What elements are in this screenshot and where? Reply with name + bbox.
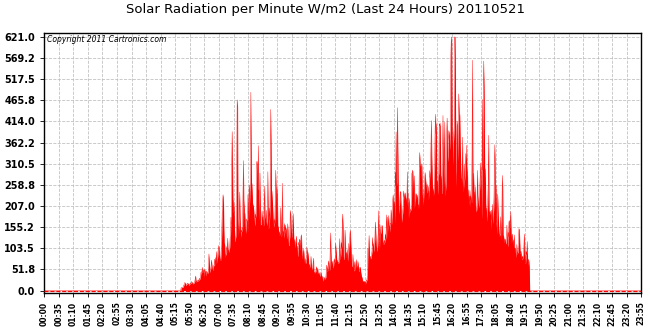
Text: Copyright 2011 Cartronics.com: Copyright 2011 Cartronics.com: [47, 36, 166, 45]
Text: Solar Radiation per Minute W/m2 (Last 24 Hours) 20110521: Solar Radiation per Minute W/m2 (Last 24…: [125, 3, 525, 16]
